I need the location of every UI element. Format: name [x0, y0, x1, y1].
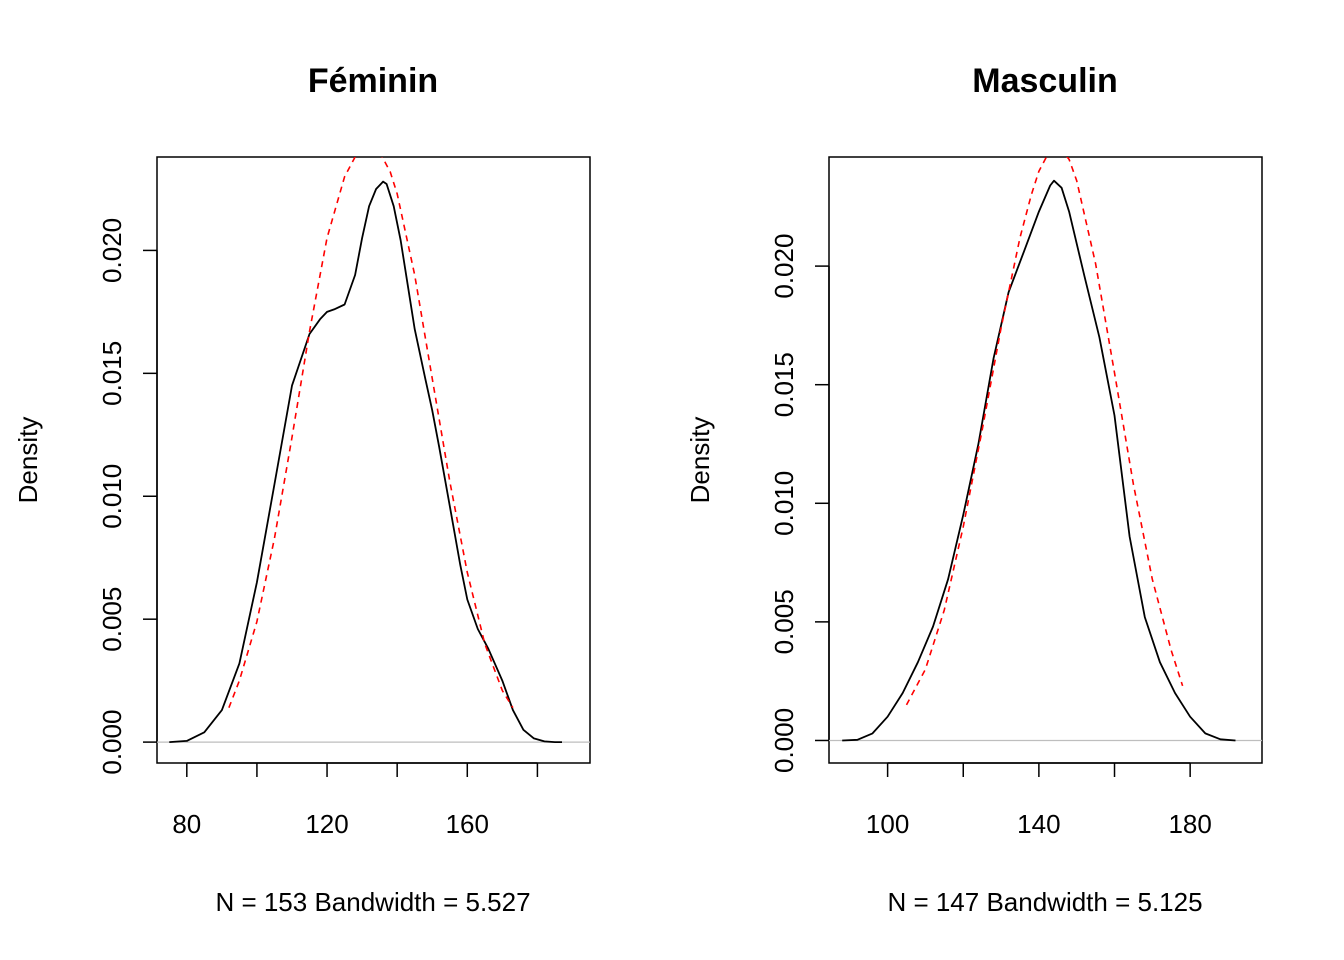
- x-tick-label: 140: [1017, 809, 1060, 839]
- y-tick-label: 0.005: [97, 587, 127, 652]
- y-tick-label: 0.005: [769, 589, 799, 654]
- x-tick-label: 120: [305, 809, 348, 839]
- density-panel-feminin: Féminin Density N = 153 Bandwidth = 5.52…: [13, 62, 591, 917]
- plot-frame: [156, 156, 591, 764]
- kernel-density-curve: [169, 180, 562, 743]
- panel-title: Masculin: [972, 62, 1117, 100]
- y-tick-label: 0.020: [97, 218, 127, 283]
- y-tick-label: 0.000: [97, 710, 127, 775]
- axes: 100 140 180 0.000 0.005 0.010 0.015 0.020: [769, 234, 1212, 839]
- x-axis-label: N = 153 Bandwidth = 5.527: [215, 887, 530, 917]
- plot-area: [829, 157, 1262, 742]
- y-axis-label: Density: [685, 417, 715, 504]
- x-tick-label: 80: [172, 809, 201, 839]
- y-tick-label: 0.015: [769, 352, 799, 417]
- axes: 80 120 160 0.000 0.005 0.010 0.015 0.020: [97, 218, 539, 839]
- panel-title: Féminin: [308, 62, 438, 100]
- kernel-density-curve: [842, 179, 1236, 742]
- density-panel-masculin: Masculin Density N = 147 Bandwidth = 5.1…: [685, 62, 1263, 917]
- normal-density-curve: [905, 157, 1184, 706]
- x-axis-label: N = 147 Bandwidth = 5.125: [887, 887, 1202, 917]
- plot-frame: [828, 156, 1263, 764]
- x-tick-label: 180: [1168, 809, 1211, 839]
- y-tick-label: 0.000: [769, 708, 799, 773]
- normal-density-curve: [228, 157, 514, 709]
- x-tick-label: 160: [446, 809, 489, 839]
- plot-area: [157, 157, 590, 743]
- y-tick-label: 0.010: [97, 464, 127, 529]
- x-tick-label: 100: [866, 809, 909, 839]
- y-axis-label: Density: [13, 417, 43, 504]
- y-tick-label: 0.020: [769, 234, 799, 299]
- y-tick-label: 0.010: [769, 471, 799, 536]
- y-tick-label: 0.015: [97, 341, 127, 406]
